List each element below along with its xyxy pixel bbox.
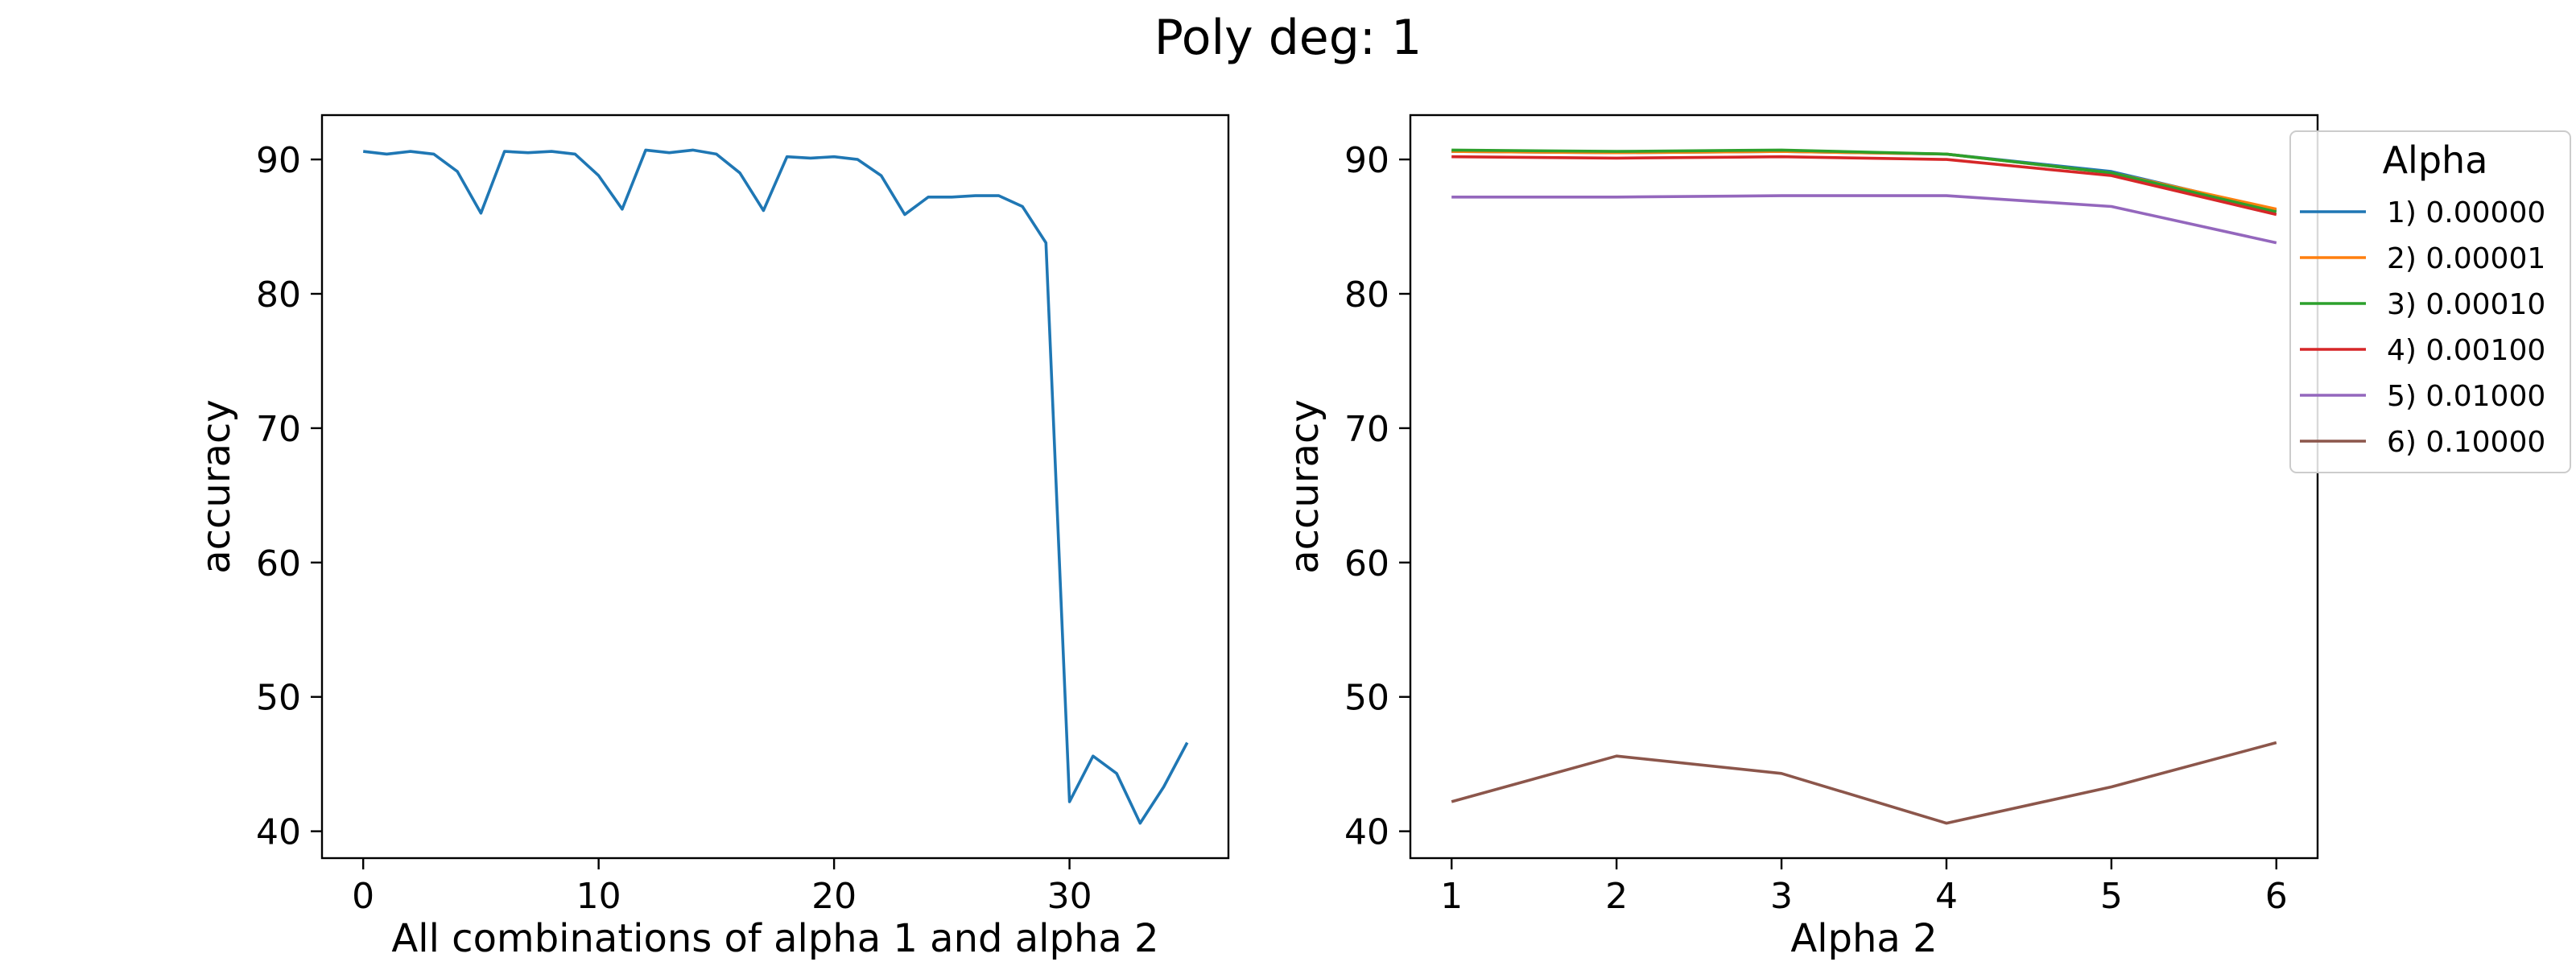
x-tick-label: 4: [1935, 876, 1958, 917]
left-chart-x-axis-label: All combinations of alpha 1 and alpha 2: [391, 916, 1158, 961]
series-line-6: [1451, 741, 2277, 825]
right-chart-y-axis-label: accuracy: [1282, 399, 1327, 574]
right-chart: Alpha 2 accuracy 1 2 3 4 5 6 40 50 60 70 80 90: [1282, 114, 2319, 961]
legend-label-3: 3) 0.00010: [2387, 288, 2545, 321]
x-tick-label: 3: [1770, 876, 1793, 917]
series-line-4: [1451, 155, 2277, 217]
legend-label-4: 4) 0.00100: [2387, 334, 2545, 367]
x-tick-label: 0: [352, 876, 374, 917]
series-line-5: [1451, 194, 2277, 245]
legend-label-2: 2) 0.00001: [2387, 242, 2545, 275]
x-tick-label: 30: [1047, 876, 1092, 917]
axes-frame: [320, 114, 1230, 860]
y-tick-label: 60: [1344, 543, 1389, 584]
y-tick-label: 80: [1344, 275, 1389, 316]
y-tick-label: 70: [1344, 409, 1389, 450]
legend-label-1: 1) 0.00000: [2387, 196, 2545, 229]
y-tick-label: 40: [256, 812, 301, 853]
legend-label-6: 6) 0.10000: [2387, 426, 2545, 459]
y-tick-label: 90: [1344, 140, 1389, 181]
y-tick-label: 50: [256, 678, 301, 719]
x-tick-label: 2: [1605, 876, 1628, 917]
legend-title: Alpha: [2383, 138, 2488, 182]
left-chart-y-axis-label: accuracy: [194, 399, 239, 574]
y-tick-label: 60: [256, 543, 301, 584]
legend-label-5: 5) 0.01000: [2387, 380, 2545, 413]
figure-title: Poly deg: 1: [1154, 10, 1422, 66]
left-chart: All combinations of alpha 1 and alpha 2 …: [194, 114, 1230, 961]
legend-box: [2289, 130, 2571, 473]
legend: Alpha 1) 0.00000 2) 0.00001 3) 0.00010 4) 0.…: [2289, 130, 2571, 473]
axes-frame: [1409, 114, 2319, 860]
x-tick-label: 6: [2265, 876, 2288, 917]
series-line-1: [362, 148, 1189, 825]
x-tick-label: 1: [1440, 876, 1463, 917]
y-tick-label: 70: [256, 409, 301, 450]
series-line-3: [1451, 148, 2277, 213]
y-tick-label: 80: [256, 275, 301, 316]
y-tick-label: 90: [256, 140, 301, 181]
x-tick-label: 20: [811, 876, 857, 917]
y-tick-label: 50: [1344, 678, 1389, 719]
x-tick-label: 5: [2100, 876, 2123, 917]
right-chart-x-axis-label: Alpha 2: [1790, 916, 1937, 961]
x-tick-label: 10: [576, 876, 621, 917]
y-tick-label: 40: [1344, 812, 1389, 853]
